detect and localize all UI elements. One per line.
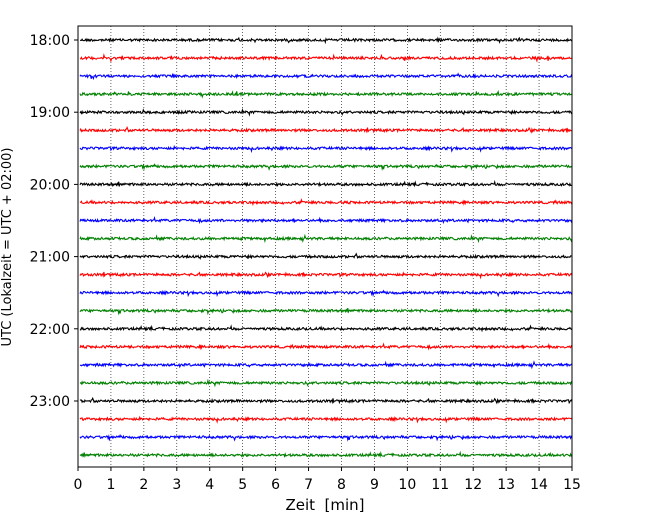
seismogram-trace: [79, 360, 573, 370]
x-tick-label: 5: [238, 477, 247, 493]
seismogram-trace: [79, 415, 573, 424]
x-tick-label: 2: [139, 477, 148, 493]
y-tick-label: 23:00: [30, 394, 70, 410]
x-tick-label: 3: [172, 477, 181, 493]
seismogram-trace: [79, 216, 573, 225]
x-tick-label: 15: [563, 477, 581, 493]
x-tick-label: 7: [304, 477, 313, 493]
plot-frame: [77, 25, 573, 468]
seismogram-trace: [79, 271, 573, 280]
y-tick-label: 19:00: [30, 105, 70, 121]
y-tick-label: 18:00: [30, 33, 70, 49]
seismogram-trace: [79, 324, 573, 333]
seismogram-trace: [79, 233, 573, 244]
seismogram-trace: [79, 179, 573, 188]
x-tick-label: 9: [370, 477, 379, 493]
x-axis-label: Zeit [min]: [285, 496, 364, 514]
seismogram-trace: [79, 107, 573, 117]
x-axis: 0 1 2 3 4 5 6 7 8 9 10 11 12 13 14 15: [74, 467, 581, 493]
seismogram-trace: [79, 396, 573, 405]
y-tick-label: 21:00: [30, 250, 70, 266]
seismogram-trace: [79, 252, 573, 260]
x-tick-label: 14: [530, 477, 548, 493]
x-tick-label: 8: [337, 477, 346, 493]
seismogram-trace: [79, 126, 573, 134]
seismogram-trace: [79, 198, 573, 207]
seismogram-trace: [79, 89, 573, 99]
y-axis-label: UTC (Lokalzeit = UTC + 02:00): [0, 148, 15, 347]
seismogram-trace: [79, 307, 573, 316]
x-tick-label: 11: [431, 477, 449, 493]
x-tick-label: 12: [464, 477, 482, 493]
x-tick-label: 6: [271, 477, 280, 493]
x-tick-label: 4: [205, 477, 214, 493]
seismogram-trace: [79, 163, 573, 172]
seismogram-trace: [79, 289, 573, 298]
seismogram-trace: [79, 72, 573, 81]
seismogram-trace: [79, 53, 573, 63]
y-axis: 18:00 19:00 20:00 21:00 22:00 23:00: [30, 33, 78, 410]
seismogram-trace: [79, 433, 573, 442]
y-tick-label: 20:00: [30, 177, 70, 193]
seismogram-trace: [79, 378, 573, 388]
y-tick-label: 22:00: [30, 322, 70, 338]
x-tick-label: 10: [398, 477, 416, 493]
x-tick-label: 13: [497, 477, 515, 493]
seismogram-trace: [79, 342, 573, 351]
x-tick-label: 1: [106, 477, 115, 493]
trace-group: [79, 36, 573, 459]
x-tick-label: 0: [74, 477, 83, 493]
seismogram-trace: [79, 450, 573, 459]
seismogram-trace: [79, 36, 573, 45]
seismogram-trace: [79, 144, 573, 154]
